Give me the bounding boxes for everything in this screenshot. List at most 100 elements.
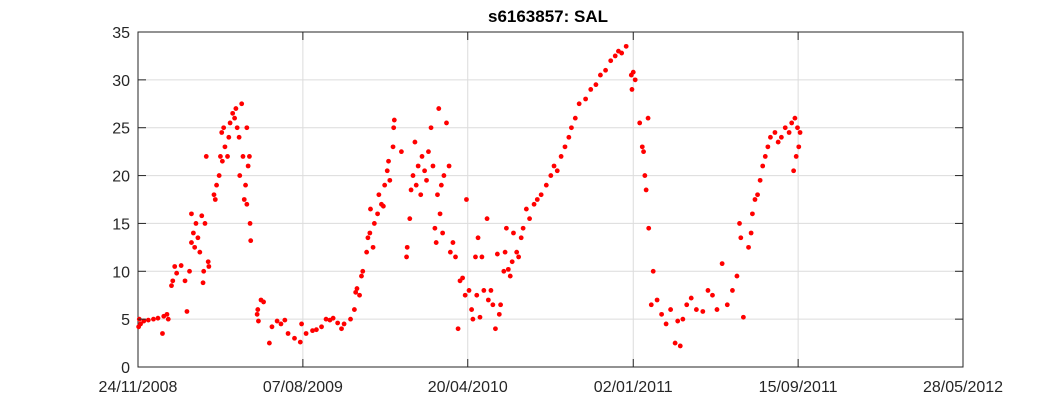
grid-lines xyxy=(137,31,964,368)
data-point xyxy=(261,299,266,305)
data-point xyxy=(404,254,409,260)
data-point xyxy=(663,321,669,327)
data-point xyxy=(212,197,218,202)
data-point xyxy=(428,125,434,131)
data-point xyxy=(205,259,211,265)
data-point xyxy=(422,168,427,174)
data-point xyxy=(219,130,225,135)
data-point xyxy=(368,206,373,212)
data-point xyxy=(199,213,205,219)
data-point xyxy=(266,340,272,346)
data-point xyxy=(632,77,638,83)
data-point xyxy=(412,139,418,145)
data-point xyxy=(762,154,768,159)
data-point xyxy=(219,158,225,164)
data-point xyxy=(768,134,773,140)
data-point xyxy=(190,230,196,236)
data-point xyxy=(455,326,461,332)
data-point xyxy=(151,316,156,322)
data-point xyxy=(282,317,288,323)
data-point xyxy=(786,130,792,135)
data-point xyxy=(507,273,513,279)
data-point xyxy=(202,221,208,226)
data-point xyxy=(413,182,419,188)
data-point xyxy=(432,225,438,231)
data-point xyxy=(214,182,219,188)
data-point xyxy=(418,192,424,198)
data-point xyxy=(391,117,397,123)
data-point xyxy=(438,182,444,188)
data-point xyxy=(138,321,143,327)
data-point xyxy=(390,144,396,150)
data-point xyxy=(569,125,574,131)
data-point xyxy=(453,254,458,260)
data-point xyxy=(203,154,209,159)
data-point xyxy=(688,295,694,301)
data-point xyxy=(278,321,284,327)
data-point xyxy=(225,154,230,159)
data-point xyxy=(206,264,212,269)
data-point xyxy=(505,266,511,272)
data-point xyxy=(230,110,236,116)
data-point xyxy=(645,115,651,121)
data-point xyxy=(496,311,502,317)
data-point xyxy=(473,254,478,260)
data-point xyxy=(558,154,564,159)
data-point xyxy=(240,154,246,159)
data-point xyxy=(765,144,771,150)
data-point xyxy=(740,314,746,320)
data-point xyxy=(684,302,690,308)
data-point xyxy=(650,268,656,274)
data-point xyxy=(503,225,509,231)
data-point xyxy=(323,316,329,322)
data-point xyxy=(534,197,540,202)
data-point xyxy=(297,339,303,345)
data-point xyxy=(637,120,643,126)
data-point xyxy=(748,230,754,236)
data-point xyxy=(693,307,699,312)
data-point xyxy=(629,87,635,92)
data-point xyxy=(516,254,522,260)
y-tick-label: 5 xyxy=(121,312,130,329)
data-point xyxy=(730,288,735,293)
data-point xyxy=(232,115,238,121)
data-point xyxy=(639,144,645,150)
data-point xyxy=(543,182,549,188)
data-point xyxy=(155,315,161,321)
data-point xyxy=(200,280,206,286)
data-point xyxy=(243,182,248,188)
y-axis-ticks: 0 5 10 15 20 25 30 35 xyxy=(112,25,963,377)
data-point xyxy=(475,235,481,241)
data-point xyxy=(299,321,304,327)
data-point xyxy=(226,134,232,140)
data-point xyxy=(359,273,364,279)
data-point xyxy=(408,187,414,193)
data-point xyxy=(440,230,446,236)
data-point xyxy=(527,216,532,222)
data-point xyxy=(791,168,797,174)
data-point xyxy=(247,221,253,226)
data-point xyxy=(330,315,336,321)
data-point xyxy=(386,158,391,164)
data-point xyxy=(598,72,603,78)
data-point xyxy=(189,240,194,245)
data-point xyxy=(498,302,503,308)
data-point xyxy=(351,307,357,312)
data-point xyxy=(245,163,251,169)
data-point xyxy=(792,115,798,121)
data-point xyxy=(672,340,678,346)
data-point xyxy=(646,225,652,231)
data-point xyxy=(608,58,614,64)
data-point xyxy=(145,317,151,323)
data-point xyxy=(426,149,431,155)
data-point xyxy=(376,192,382,198)
y-tick-label: 25 xyxy=(112,121,130,138)
data-point xyxy=(254,311,260,317)
data-point xyxy=(619,50,625,56)
data-point xyxy=(566,134,572,140)
data-point xyxy=(201,268,207,274)
data-point xyxy=(668,307,674,312)
data-point xyxy=(236,134,242,140)
data-point xyxy=(520,225,526,231)
data-point xyxy=(630,69,636,75)
